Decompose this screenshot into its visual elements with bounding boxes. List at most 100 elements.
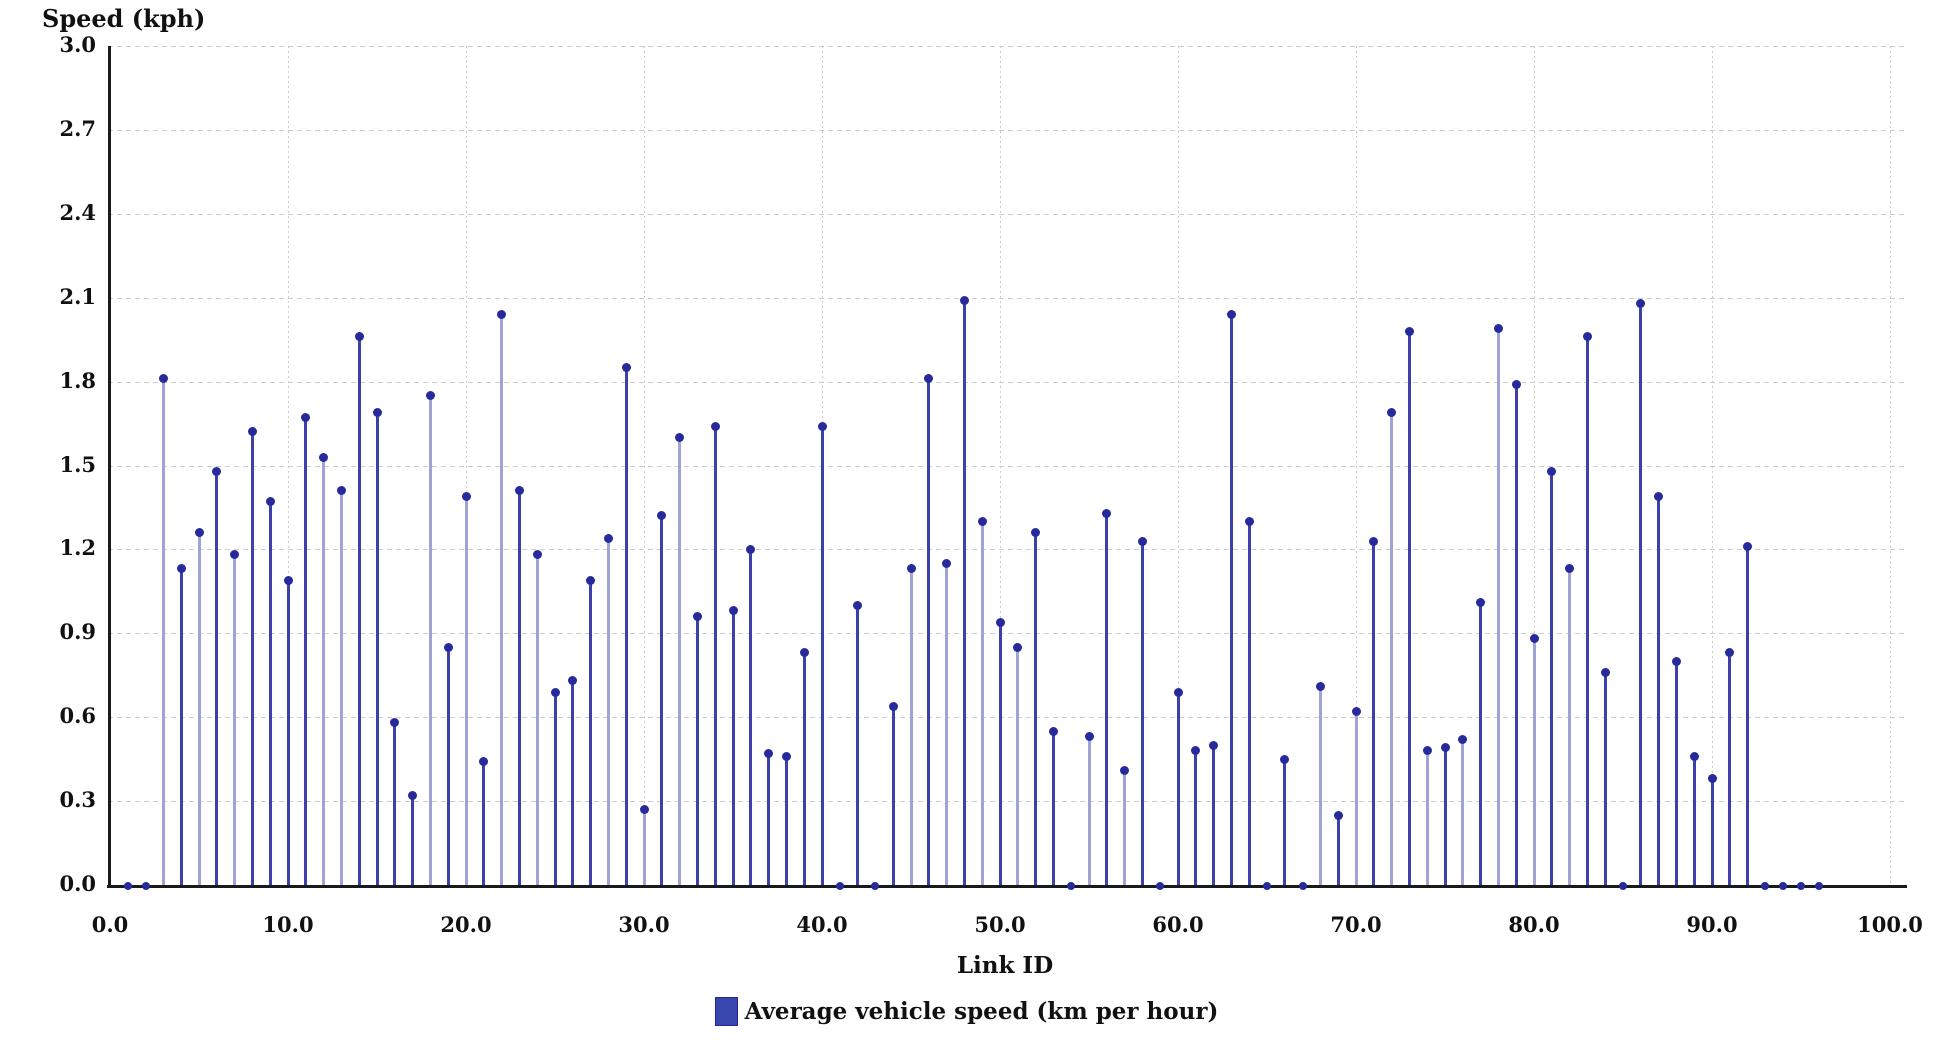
legend: Average vehicle speed (km per hour) (0, 997, 1933, 1026)
stem (642, 809, 646, 885)
zero-data-point-marker (1797, 882, 1805, 890)
stem (1372, 541, 1376, 885)
data-point-marker (1476, 598, 1486, 608)
data-point-marker (1547, 466, 1557, 476)
stem (1247, 521, 1251, 885)
zero-data-point-marker (1814, 882, 1823, 890)
stem (695, 616, 699, 885)
x-tick-label: 50.0 (974, 912, 1026, 937)
data-point-marker (1636, 298, 1646, 308)
stem (428, 395, 432, 885)
data-point-marker (1404, 326, 1414, 336)
data-point-marker (764, 749, 774, 759)
stem (393, 722, 397, 885)
data-point-marker (212, 466, 222, 476)
stem (731, 610, 735, 885)
x-axis-title: Link ID (956, 952, 1054, 979)
data-point-marker (158, 374, 168, 384)
vertical-gridline (466, 46, 467, 885)
data-point-marker (995, 617, 1005, 627)
vertical-gridline (1890, 46, 1891, 885)
data-point-marker (1102, 508, 1112, 518)
data-point-marker (746, 544, 756, 554)
stem (1194, 750, 1198, 885)
horizontal-gridline (108, 297, 1906, 299)
stem (1336, 815, 1340, 885)
stem (161, 378, 165, 885)
data-point-marker (1137, 536, 1147, 546)
data-point-marker (639, 804, 649, 814)
stem (749, 549, 753, 885)
x-tick-label: 0.0 (91, 912, 129, 937)
horizontal-gridline (108, 549, 1906, 551)
stem (1034, 532, 1038, 885)
vertical-gridline (1534, 46, 1535, 885)
data-point-marker (230, 550, 240, 560)
data-point-marker (586, 575, 596, 585)
stem (1603, 672, 1607, 885)
stem (820, 426, 824, 885)
stem (1087, 736, 1091, 885)
y-tick-label: 0.3 (59, 787, 96, 813)
horizontal-gridline (108, 717, 1906, 719)
data-point-marker (1440, 743, 1450, 753)
y-tick-label: 2.7 (59, 115, 96, 141)
y-axis-line (108, 46, 111, 887)
x-tick-label: 30.0 (618, 912, 670, 937)
stem (1514, 384, 1518, 885)
zero-data-point-marker (835, 882, 844, 890)
data-point-marker (550, 687, 560, 697)
data-point-marker (906, 564, 916, 574)
stem (446, 647, 450, 885)
x-tick-label: 70.0 (1330, 912, 1382, 937)
stem (179, 568, 183, 885)
zero-data-point-marker (1298, 882, 1307, 890)
data-point-marker (621, 363, 631, 373)
stem (286, 580, 290, 885)
stem (553, 692, 557, 885)
stem (1123, 770, 1127, 885)
zero-data-point-marker (1263, 882, 1271, 890)
stem (322, 457, 326, 885)
y-tick-label: 1.5 (59, 451, 96, 477)
data-point-marker (1120, 765, 1130, 775)
data-point-marker (1600, 667, 1610, 677)
data-point-marker (781, 751, 791, 761)
stem (1354, 711, 1358, 885)
stem (998, 622, 1002, 885)
stem (1692, 756, 1696, 885)
vertical-gridline (1712, 46, 1713, 885)
stem (233, 554, 237, 885)
y-tick-label: 0.0 (59, 871, 96, 896)
data-point-marker (1369, 536, 1379, 546)
zero-data-point-marker (1761, 882, 1770, 890)
data-point-marker (1493, 323, 1503, 333)
stem (1461, 739, 1465, 885)
stem (1212, 745, 1216, 885)
data-point-marker (1315, 681, 1325, 691)
vertical-gridline (1000, 46, 1001, 885)
stem (250, 431, 254, 885)
data-point-marker (283, 575, 293, 585)
stem (197, 532, 201, 885)
stem (767, 753, 771, 885)
data-point-marker (461, 491, 471, 501)
zero-data-point-marker (1156, 882, 1165, 890)
horizontal-gridline (108, 46, 1906, 47)
data-point-marker (443, 642, 453, 652)
zero-data-point-marker (1619, 882, 1627, 890)
x-tick-label: 40.0 (796, 912, 848, 937)
stem (1568, 568, 1572, 885)
zero-data-point-marker (141, 882, 150, 890)
stem (784, 756, 788, 885)
data-point-marker (1743, 542, 1753, 552)
vertical-gridline (288, 46, 289, 885)
data-point-marker (1351, 707, 1361, 717)
data-point-marker (319, 452, 329, 462)
stem (1051, 731, 1055, 885)
data-point-marker (1244, 516, 1254, 526)
data-point-marker (728, 606, 738, 616)
data-point-marker (354, 332, 364, 342)
data-point-marker (265, 497, 275, 507)
